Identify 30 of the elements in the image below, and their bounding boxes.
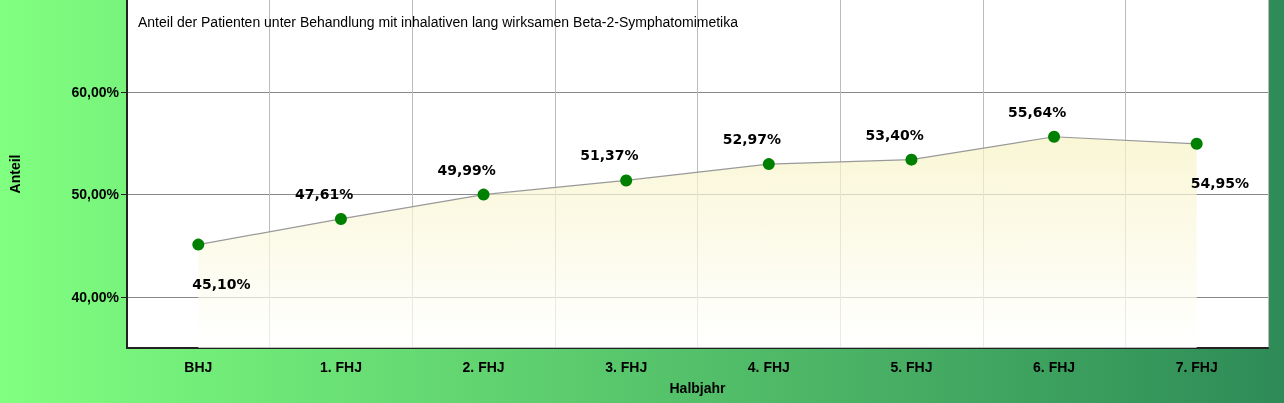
y-tick-label: 40,00%	[71, 288, 120, 305]
data-label: 45,10%	[192, 275, 251, 292]
y-axis-title: Anteil	[7, 154, 23, 194]
text: Anteil der Patienten unter Behandlung mit inhalativen lang wirksamen Beta-2-Symphatomimetika	[138, 14, 739, 30]
point	[1048, 130, 1061, 143]
data-label: 53,40%	[865, 126, 924, 143]
point	[334, 212, 347, 225]
x-tick-label: 3. FHJ	[605, 359, 648, 375]
point	[905, 153, 918, 166]
x-tick-label: BHJ	[184, 359, 213, 375]
point	[762, 158, 775, 171]
x-axis-title: Halbjahr	[669, 380, 727, 396]
data-label: 55,64%	[1008, 103, 1067, 120]
x-tick-label: 2. FHJ	[462, 359, 505, 375]
data-label: 51,37%	[580, 147, 639, 164]
y-tick-label: 50,00%	[71, 186, 120, 203]
point	[1190, 137, 1203, 150]
x-tick-label: 4. FHJ	[747, 359, 790, 375]
x-tick-label: 6. FHJ	[1033, 359, 1076, 375]
x-tick-label: 7. FHJ	[1175, 359, 1218, 375]
y-tick-label: 60,00%	[71, 84, 120, 101]
point	[620, 174, 633, 187]
data-label: 54,95%	[1190, 174, 1249, 191]
point	[192, 238, 205, 251]
data-label: 49,99%	[437, 161, 496, 178]
point	[477, 188, 490, 201]
x-tick-label: 5. FHJ	[890, 359, 933, 375]
data-label: 47,61%	[294, 185, 354, 202]
data-label: 52,97%	[722, 131, 782, 148]
x-tick-label: 1. FHJ	[319, 359, 362, 375]
